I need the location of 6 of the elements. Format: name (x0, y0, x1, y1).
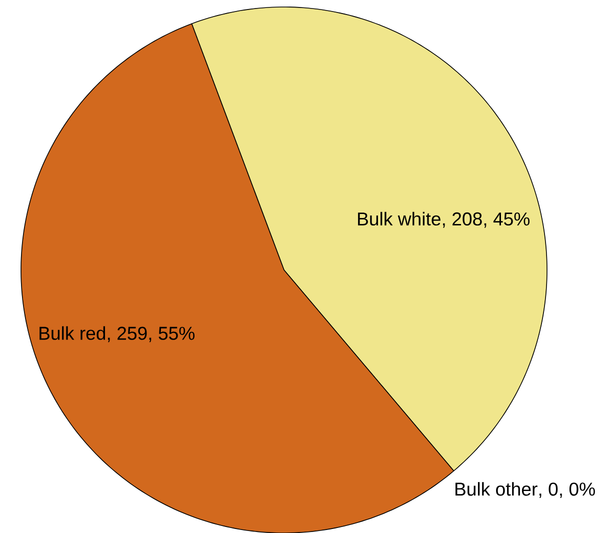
slice-label: Bulk red (40, 326, 106, 340)
slice-label: Bulk white (358, 212, 440, 226)
data-label: , 208, 45% (442, 212, 530, 228)
text: , 0, 0% (539, 482, 595, 498)
data-label: , 259, 55% (108, 326, 195, 342)
category-label: Bulk other (456, 482, 538, 496)
